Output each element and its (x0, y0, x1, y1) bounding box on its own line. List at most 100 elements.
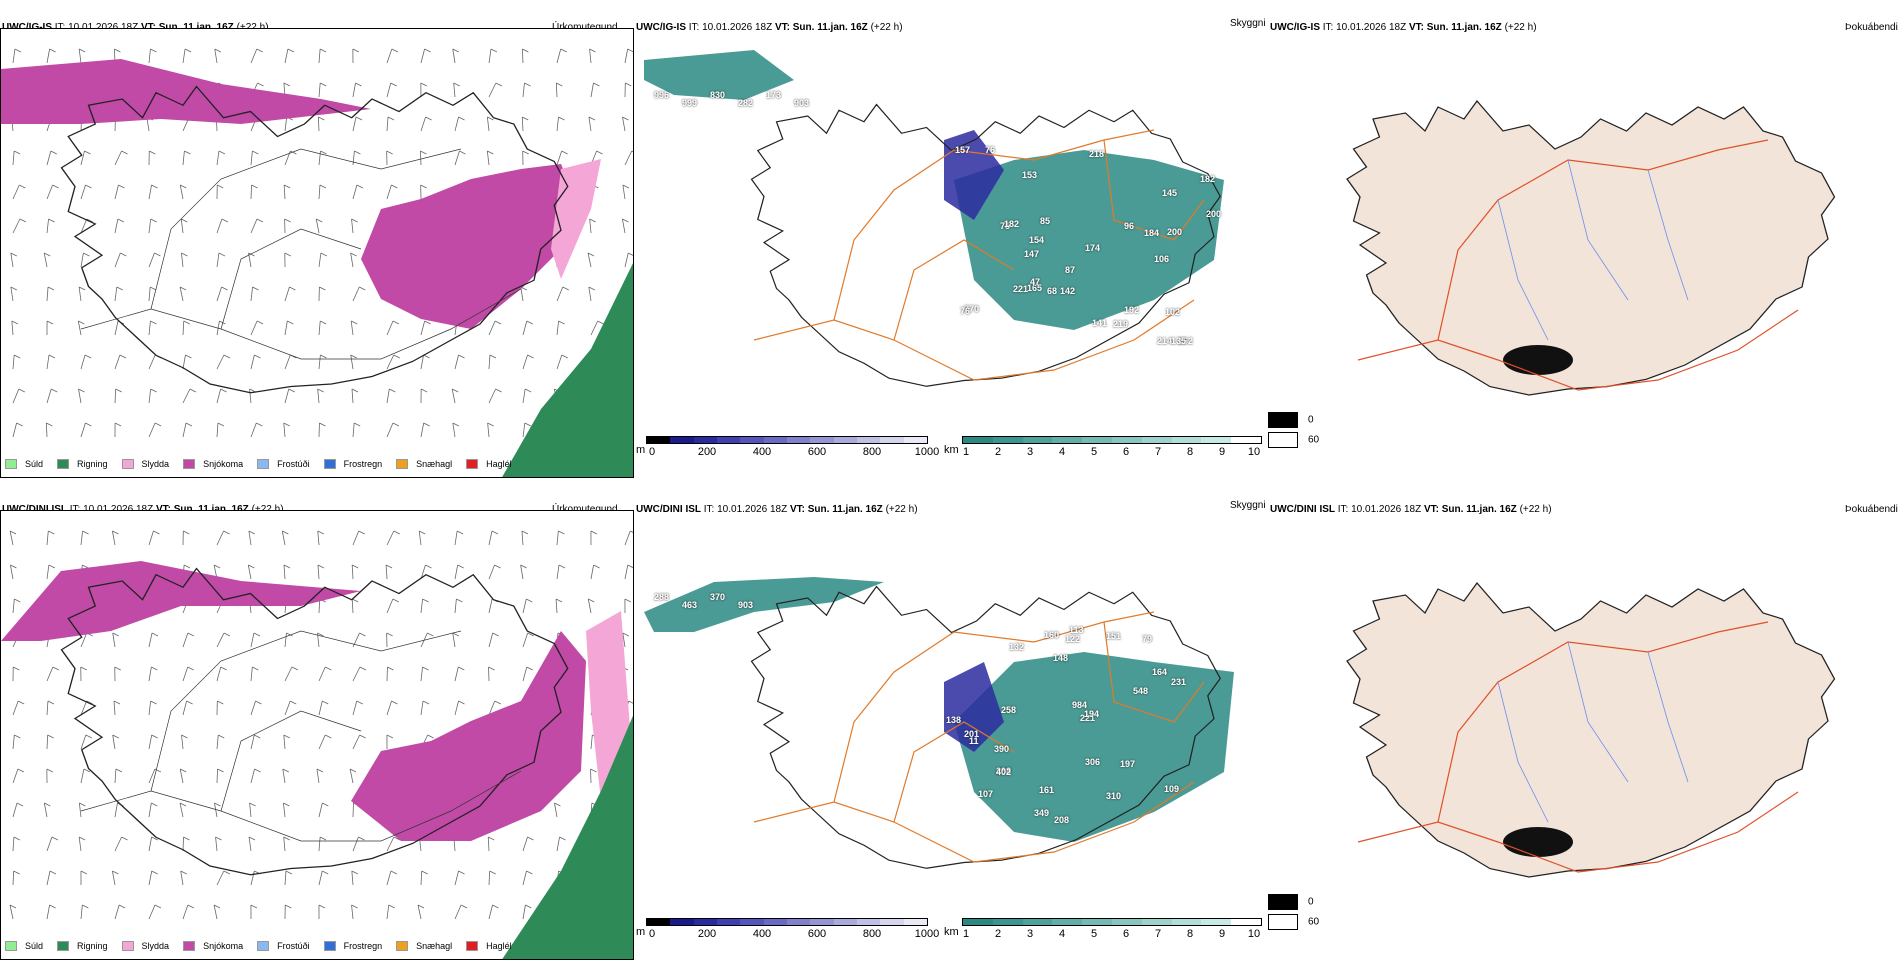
colorbar-tick: 5 (1091, 446, 1097, 458)
visibility-value-label: 349 (1034, 808, 1049, 818)
legend-label: Frostúði (277, 459, 310, 469)
colorbar-tick: 800 (863, 446, 881, 458)
legend-label: Snjókoma (203, 459, 243, 469)
fog-legend-row: 0 (1268, 412, 1319, 428)
colorbar-unit: km (944, 444, 959, 456)
colorbar-cell (993, 437, 1023, 443)
valid-time-label: VT: (1424, 504, 1439, 515)
visibility-value-label: 903 (794, 98, 809, 108)
fog-legend-row: 60 (1268, 914, 1319, 930)
fog-legend-label: 60 (1308, 435, 1319, 446)
visibility-value-label: 221 (1013, 284, 1028, 294)
colorbar-cell (764, 437, 787, 443)
visibility-value-label: 68 (1047, 286, 1057, 296)
colorbar-tick: 3 (1027, 446, 1033, 458)
visibility-value-label: 135 (1171, 336, 1186, 346)
legend-swatch (396, 459, 408, 469)
visibility-value-label: 153 (1022, 170, 1037, 180)
colorbar-cell (993, 919, 1023, 925)
visibility-value-label: 282 (738, 98, 753, 108)
precip-legend-item: Frostúði (257, 459, 310, 469)
colorbar-tick: 2 (995, 446, 1001, 458)
colorbar-tick: 7 (1155, 928, 1161, 940)
visibility-value-label: 11 (969, 736, 979, 746)
visibility-value-label: 76 (985, 145, 995, 155)
panel-header: UWC/DINI ISL IT: 10.01.2026 18Z VT: Sun.… (636, 504, 918, 516)
colorbar-tick: 400 (753, 928, 771, 940)
visibility-value-label: 192 (1124, 305, 1139, 315)
land-mask (1347, 101, 1835, 395)
legend-swatch (122, 459, 134, 469)
legend-label: Slydda (142, 459, 170, 469)
precip-legend-item: Haglél (466, 459, 512, 469)
precip-legend-item: Frostregn (324, 459, 383, 469)
visibility-value-label: 85 (1040, 216, 1050, 226)
panel-title-visibility: Skyggni (1230, 18, 1266, 29)
visibility-value-label: 182 (1200, 174, 1215, 184)
colorbar-cell (647, 919, 670, 925)
colorbar-cell (904, 437, 927, 443)
colorbar-cell (670, 437, 693, 443)
visibility-value-label: 258 (1001, 705, 1016, 715)
colorbar-cells (962, 436, 1262, 444)
colorbar-cell (963, 437, 993, 443)
model-name: UWC/IG-IS (636, 22, 686, 33)
visibility-value-label: 402 (996, 767, 1011, 777)
colorbar-cell (694, 437, 717, 443)
model-name: UWC/IG-IS (1270, 22, 1320, 33)
visibility-value-label: 141 (1092, 318, 1107, 328)
colorbar-tick: 1000 (915, 928, 939, 940)
colorbar-cell (740, 437, 763, 443)
visibility-value-label: 390 (994, 744, 1009, 754)
colorbar-cell (1142, 437, 1172, 443)
colorbar-cell (857, 437, 880, 443)
visibility-value-label: 142 (1060, 286, 1075, 296)
colorbar-tick: 1 (963, 928, 969, 940)
colorbar-cell (1201, 919, 1231, 925)
colorbar-cells (646, 918, 928, 926)
colorbar-tick: 6 (1123, 928, 1129, 940)
visibility-value-label: 548 (1133, 686, 1148, 696)
colorbar-tick: 5 (1091, 928, 1097, 940)
fog-swatch-white (1268, 914, 1298, 930)
visibility-value-label: 219 (1113, 319, 1128, 329)
colorbar-tick: 0 (649, 446, 655, 458)
colorbar-unit: m (636, 444, 645, 456)
colorbar-cell (1023, 437, 1053, 443)
colorbar-cell (1082, 919, 1112, 925)
visibility-value-label: 109 (1164, 784, 1179, 794)
fog-swatch-black (1268, 894, 1298, 910)
legend-label: Frostregn (344, 459, 383, 469)
colorbar-tick: 6 (1123, 446, 1129, 458)
panel-header: UWC/DINI ISL IT: 10.01.2026 18Z VT: Sun.… (1270, 504, 1552, 516)
precip-legend-item: Súld (5, 459, 43, 469)
legend-swatch (466, 459, 478, 469)
colorbar-tick: 200 (698, 928, 716, 940)
fog-legend: 0 60 (1268, 412, 1319, 448)
lead-time: (+22 h) (1520, 504, 1552, 515)
visibility-value-label: 151 (1106, 631, 1121, 641)
colorbar-tick: 9 (1219, 446, 1225, 458)
precip-legend-item: Snæhagl (396, 459, 452, 469)
visibility-value-label: 161 (1039, 785, 1054, 795)
colorbar-cell (963, 919, 993, 925)
colorbar-tick: 2 (995, 928, 1001, 940)
colorbar-tick: 600 (808, 928, 826, 940)
visibility-band-north (644, 577, 884, 632)
colorbar-tick: 600 (808, 446, 826, 458)
visibility-value-label: 148 (1053, 653, 1068, 663)
visibility-value-label: 102 (1165, 307, 1180, 317)
init-time: IT: 10.01.2026 18Z (1323, 22, 1406, 33)
colorbar-tick: 3 (1027, 928, 1033, 940)
colorbar-tick: 9 (1219, 928, 1225, 940)
colorbar-tick: 10 (1248, 446, 1260, 458)
colorbar-tick: 4 (1059, 928, 1065, 940)
visibility-value-label: 231 (1171, 677, 1186, 687)
valid-time: Sun. 11.jan. 16Z (1427, 22, 1502, 33)
colorbar-cell (670, 919, 693, 925)
